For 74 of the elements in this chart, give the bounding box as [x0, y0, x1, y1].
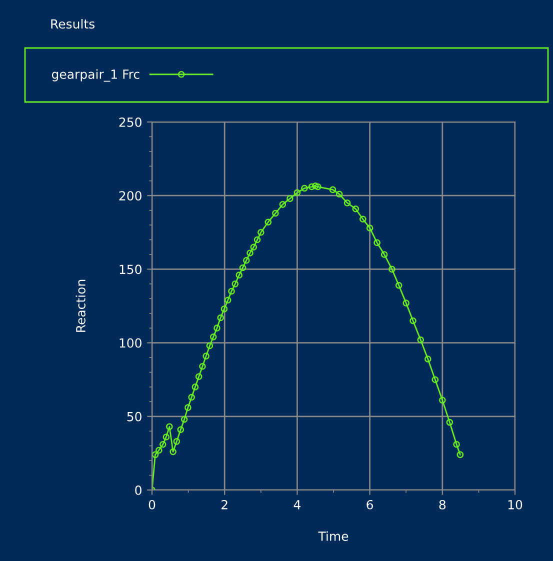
point — [236, 272, 243, 278]
x-axis-title: Time — [318, 531, 348, 541]
x-tick-label: 8 — [439, 500, 446, 510]
point — [360, 216, 366, 223]
point — [456, 451, 464, 458]
point — [395, 282, 402, 289]
point — [170, 448, 176, 456]
point — [279, 201, 286, 208]
point — [380, 251, 388, 258]
point — [214, 324, 220, 332]
point — [272, 210, 279, 217]
point — [388, 266, 396, 273]
x-tick-label: 6 — [366, 500, 373, 510]
y-tick-label: 250 — [119, 117, 142, 127]
point — [344, 200, 351, 206]
point — [294, 189, 301, 196]
point — [159, 440, 166, 448]
x-tick-label: 2 — [222, 500, 228, 510]
point — [173, 438, 180, 445]
point — [438, 396, 446, 404]
y-tick-label: 150 — [120, 264, 142, 274]
point — [352, 205, 360, 212]
point — [228, 288, 235, 295]
point — [374, 239, 380, 246]
point — [366, 224, 374, 232]
y-tick-label: 50 — [127, 412, 142, 422]
point — [432, 376, 439, 384]
point — [180, 416, 188, 423]
point — [220, 306, 228, 312]
point — [242, 256, 250, 264]
point — [166, 423, 173, 430]
point — [424, 356, 432, 362]
point — [177, 426, 184, 434]
point — [195, 373, 202, 380]
point — [410, 317, 416, 324]
point — [188, 394, 195, 401]
point — [232, 280, 239, 288]
legend-label: gearpair_1 Frc — [52, 69, 140, 82]
point — [329, 186, 336, 194]
point — [217, 314, 224, 322]
point — [312, 182, 319, 190]
point — [199, 362, 206, 370]
point — [417, 336, 424, 344]
point — [264, 218, 272, 226]
point — [239, 264, 246, 272]
y-tick-label: 200 — [119, 191, 142, 201]
point — [286, 195, 294, 202]
y-tick-label: 0 — [135, 485, 142, 495]
y-tick-label: 100 — [120, 338, 142, 348]
x-tick-label: 4 — [294, 500, 300, 510]
x-tick-label: 10 — [508, 500, 522, 510]
point — [206, 342, 214, 350]
point — [446, 418, 454, 426]
point — [257, 228, 264, 236]
point — [308, 183, 316, 190]
chart-title: Results — [51, 18, 95, 29]
point — [192, 384, 199, 390]
point — [224, 296, 232, 304]
point — [301, 184, 308, 192]
point — [254, 236, 261, 244]
x-tick-label: 0 — [148, 500, 156, 510]
point — [162, 434, 170, 440]
point — [453, 440, 460, 448]
point — [246, 250, 254, 256]
point — [250, 244, 258, 251]
point — [210, 334, 217, 340]
point — [336, 190, 343, 198]
point — [402, 300, 410, 306]
point — [155, 446, 162, 454]
point — [152, 451, 159, 458]
point — [202, 352, 210, 360]
y-axis-title: Reaction — [76, 280, 86, 332]
point — [184, 404, 192, 411]
point — [314, 183, 322, 190]
